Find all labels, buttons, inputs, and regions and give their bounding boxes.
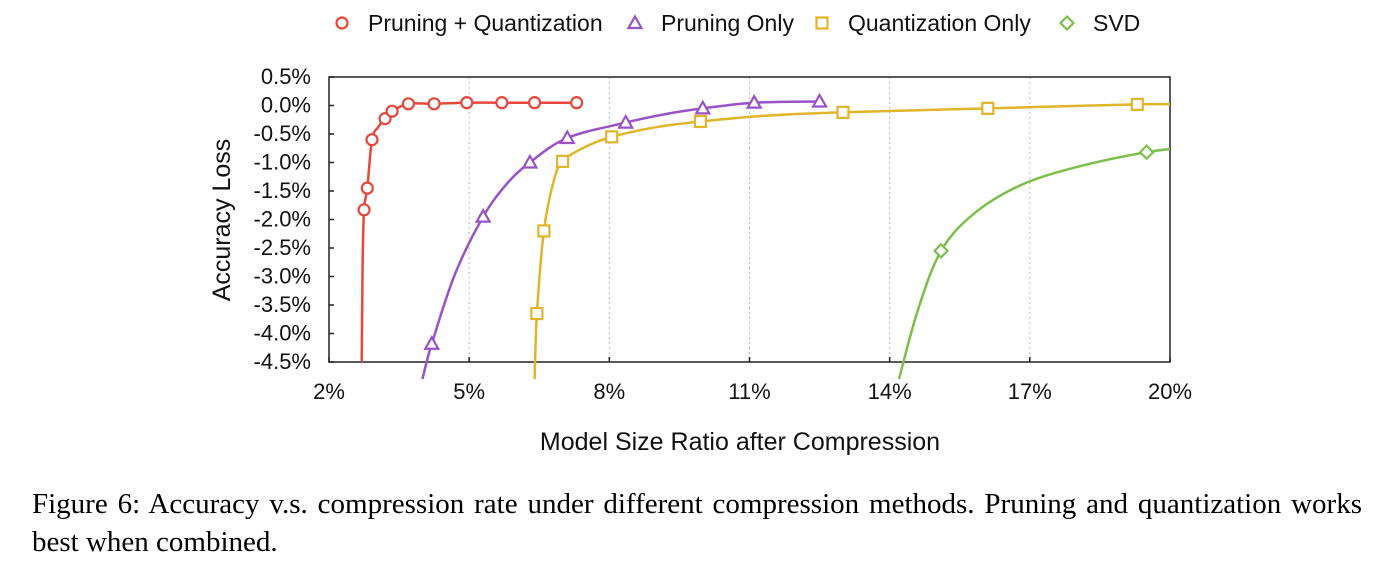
data-point-pruning-only [474,207,492,223]
y-axis: 0.5% 0.0% -0.5% -1.0% -1.5% -2.0% -2.5% -3.0% -3… [254,64,334,374]
series-line-svd [897,147,1170,380]
data-point-quantization-only [981,101,995,115]
x-tick-label: 20% [1148,379,1192,404]
legend-label-pruning-quantization: Pruning + Quantization [368,10,603,36]
y-tick-label: 0.0% [261,93,311,118]
data-point-quantization-only [693,114,708,129]
data-point-quantization-only [556,154,570,168]
y-tick-label: -1.5% [254,178,311,203]
data-point-pruning-quantization [527,96,542,110]
data-point-pruning-quantization [360,181,374,195]
plot-frame [328,76,1171,363]
x-tick-label: 14% [868,379,912,404]
data-point-pruning-only [745,93,763,109]
y-tick-label: -3.5% [254,292,311,317]
y-tick-label: -3.0% [254,264,311,289]
y-tick-label: -4.0% [254,321,311,346]
data-point-pruning-only [423,335,441,350]
data-point-pruning-quantization [357,203,371,217]
data-point-pruning-quantization [401,97,416,111]
data-point-pruning-quantization [495,96,509,110]
legend-item-quantization-only: Quantization Only [815,10,1031,36]
x-tick-label: 8% [593,379,625,404]
data-point-quantization-only [1130,97,1144,111]
y-tick-label: -0.5% [254,121,311,146]
series-markers [357,92,1155,350]
x-tick-label: 17% [1008,379,1052,404]
legend-label-quantization-only: Quantization Only [848,10,1031,36]
legend-marker-svd [1058,14,1076,32]
y-tick-label: -2.5% [254,235,311,260]
data-point-pruning-only [521,153,539,169]
x-tick-label: 11% [728,379,770,404]
legend-marker-pruning-only [626,14,644,30]
legend-marker-quantization-only [815,16,829,30]
y-tick-label: -4.5% [254,349,311,374]
data-point-pruning-quantization [427,97,441,111]
data-point-pruning-only [694,99,712,115]
legend-label-pruning-only: Pruning Only [661,10,794,36]
data-point-quantization-only [605,130,619,144]
figure-caption: Figure 6: Accuracy v.s. compression rate… [32,488,1362,558]
data-point-pruning-quantization [570,96,584,110]
legend-item-pruning-quantization: Pruning + Quantization [335,10,603,36]
legend: Pruning + Quantization Pruning Only Quanti… [335,10,1140,36]
x-tick-label: 5% [453,379,485,404]
data-point-pruning-only [617,113,635,129]
accuracy-vs-compression-chart: Pruning + Quantization Pruning Only Quanti… [208,10,1192,456]
legend-label-svd: SVD [1093,10,1140,36]
y-tick-label: -1.0% [254,150,311,175]
series-curves [360,100,1170,380]
data-point-pruning-only [811,92,828,108]
data-point-quantization-only [836,105,850,119]
series-line-quantization-only [533,102,1170,380]
data-point-pruning-only [558,129,576,145]
data-point-pruning-quantization [365,133,379,147]
data-point-svd [933,242,950,259]
y-tick-label: -2.0% [254,207,311,232]
legend-item-svd: SVD [1058,10,1140,36]
legend-item-pruning-only: Pruning Only [626,10,794,36]
legend-marker-pruning-quantization [335,16,349,30]
grid [468,77,1031,362]
x-tick-label: 2% [313,379,345,404]
x-axis: 2% 5% 8% 11% 14% 17% 20% [313,357,1192,404]
x-axis-title: Model Size Ratio after Compression [540,428,940,456]
data-point-quantization-only [537,224,551,238]
data-point-svd [1138,144,1155,161]
series-line-pruning-only [421,100,820,380]
data-point-pruning-quantization [385,104,399,118]
data-point-quantization-only [530,306,544,321]
data-point-pruning-quantization [460,96,474,110]
y-tick-label: 0.5% [261,64,311,89]
y-axis-title: Accuracy Loss [208,139,236,302]
